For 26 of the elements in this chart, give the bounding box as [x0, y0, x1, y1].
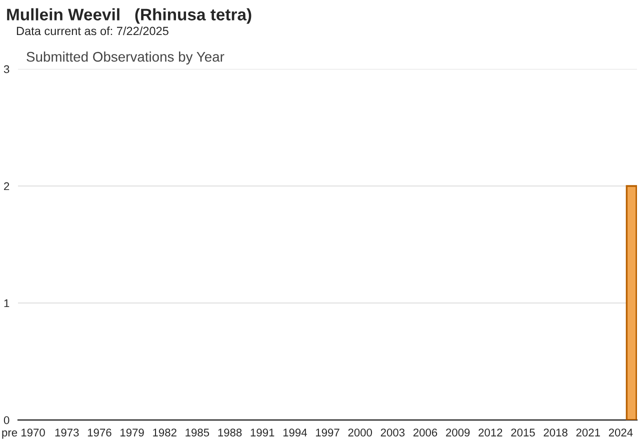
- x-tick-label: 2012: [478, 428, 502, 436]
- text: Submitted Observations by Year: [26, 52, 224, 64]
- x-tick-label: 1979: [120, 428, 144, 436]
- y-tick-label: 1: [4, 299, 10, 308]
- chart-title: Mullein Weevil (Rhinusa tetra): [7, 8, 252, 24]
- x-tick-label: 2006: [413, 428, 438, 436]
- x-tick-label: pre 1970: [2, 428, 45, 439]
- x-tick-label: 1997: [316, 428, 340, 436]
- x-tick-label: 1988: [218, 428, 242, 436]
- y-tick-label: 3: [4, 65, 10, 74]
- x-tick-label: 2009: [446, 428, 470, 436]
- x-tick-label: 2024: [608, 428, 633, 436]
- x-tick-label: 1982: [153, 428, 176, 436]
- x-tick-label: 1991: [250, 428, 274, 436]
- x-tick-label: 1994: [283, 428, 307, 436]
- x-tick-label: 2003: [380, 428, 405, 436]
- x-tick-label: 1976: [88, 428, 112, 436]
- chart-subtitle: Data current as of: 7/22/2025: [16, 26, 168, 36]
- y-tick-label: 2: [4, 182, 10, 190]
- x-tick-label: 1973: [55, 428, 79, 436]
- x-tick-label: 2000: [348, 428, 372, 436]
- x-tick-label: 2015: [511, 428, 535, 436]
- x-tick-label: 1985: [186, 428, 210, 436]
- y-tick-label: 0: [4, 416, 10, 424]
- x-tick-label: 2018: [544, 428, 568, 436]
- x-tick-label: 2021: [576, 428, 600, 436]
